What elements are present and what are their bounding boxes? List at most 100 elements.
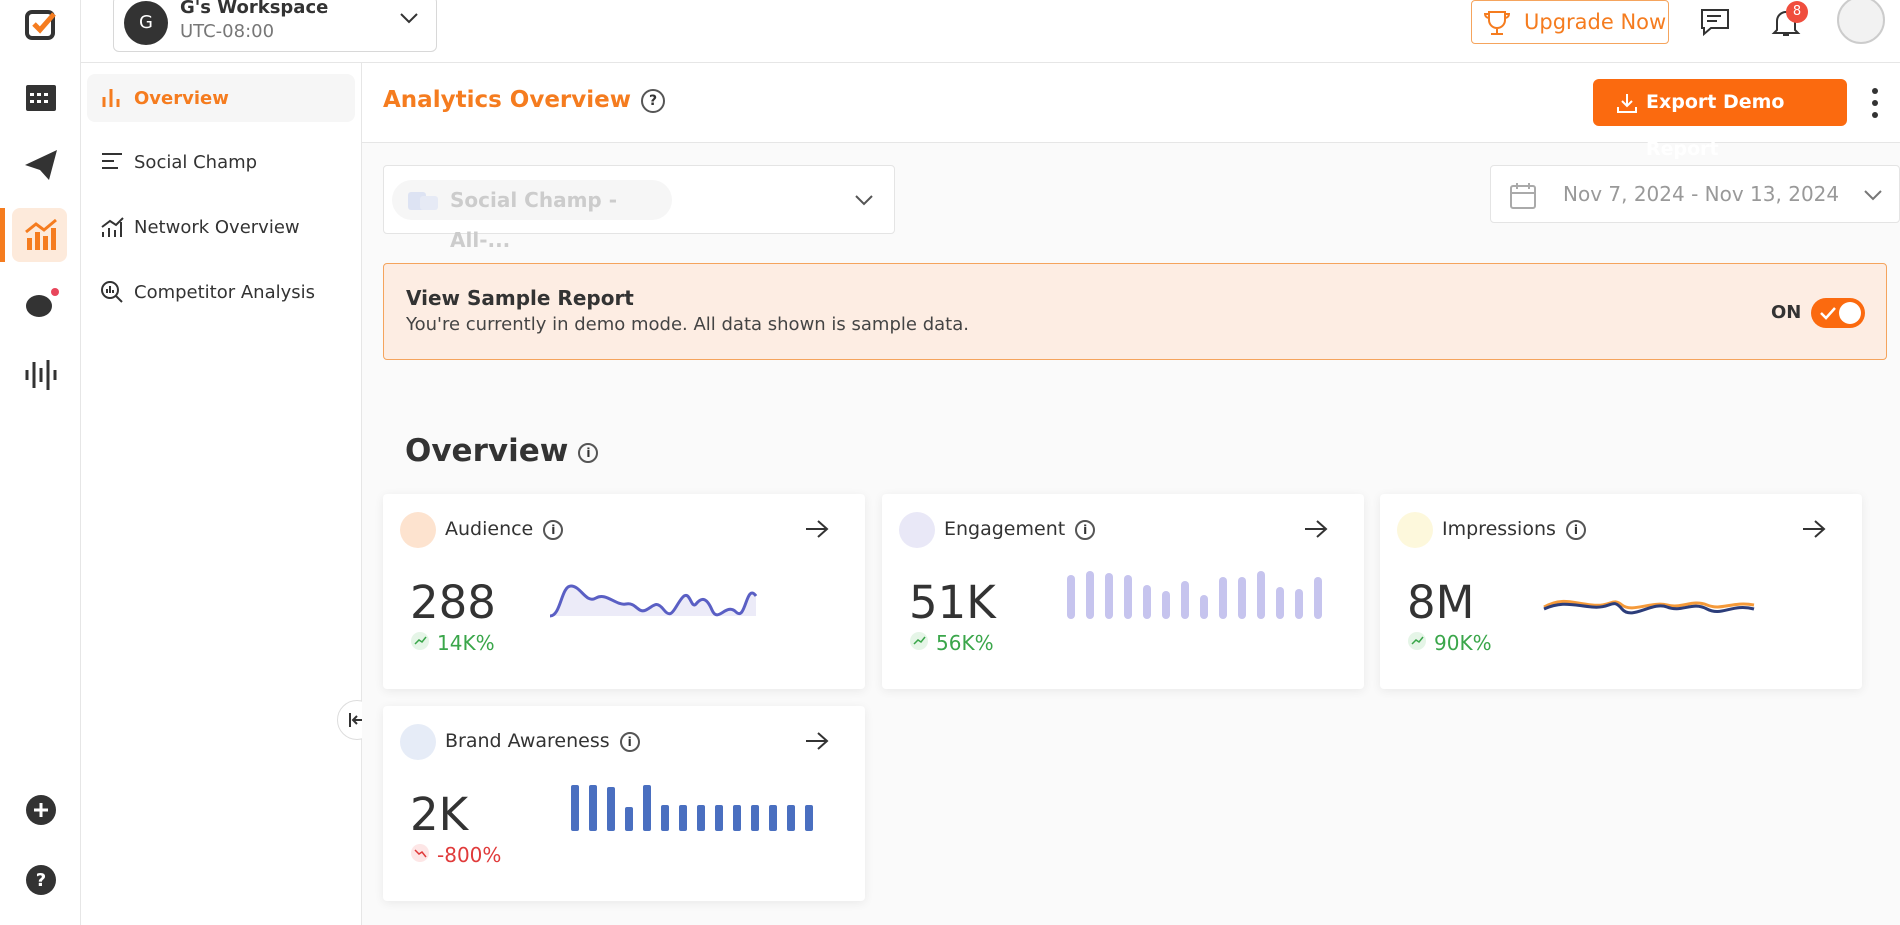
icon xyxy=(806,520,829,538)
icon xyxy=(855,195,873,206)
demo-toggle[interactable] xyxy=(1811,298,1865,328)
text: Overview xyxy=(405,433,569,469)
icon: ? xyxy=(641,88,665,113)
add-icon[interactable] xyxy=(22,791,60,829)
icon xyxy=(408,192,438,210)
icon: i xyxy=(619,731,640,752)
card-icon xyxy=(1397,512,1433,548)
text: Analytics Overview xyxy=(383,87,631,113)
account-chip: Social Champ - All-... xyxy=(392,180,672,252)
workspace-avatar: G xyxy=(124,1,168,45)
icon xyxy=(1820,302,1861,324)
banner-title: View Sample Report xyxy=(406,286,634,310)
account-selector[interactable]: Social Champ - All-... xyxy=(383,165,895,252)
icon: i xyxy=(543,519,564,540)
icon xyxy=(102,89,120,107)
nav-label: Overview xyxy=(134,87,229,109)
page-header: Analytics Overview? Export Demo Report xyxy=(362,63,1900,160)
svg-text:?: ? xyxy=(36,870,46,891)
icon: i xyxy=(1075,519,1096,540)
nav-item[interactable]: Network Overview xyxy=(87,203,355,251)
icon xyxy=(25,218,57,250)
nav-item[interactable]: Competitor Analysis xyxy=(87,268,355,316)
topbar: G G's Workspace UTC-08:00 Upgrade Now 8 xyxy=(81,0,1900,63)
card-value: 8M xyxy=(1407,576,1475,629)
icon xyxy=(1864,190,1882,201)
analytics-icon[interactable] xyxy=(12,208,67,262)
upgrade-label: Upgrade Now xyxy=(1524,10,1667,34)
logo xyxy=(25,10,56,40)
user-avatar[interactable] xyxy=(1837,0,1885,44)
icon xyxy=(1617,94,1637,113)
inbox-icon[interactable] xyxy=(22,286,60,324)
icon xyxy=(102,153,122,169)
metric-card[interactable]: Audience i 288 14K% xyxy=(383,494,865,689)
banner-text: You're currently in demo mode. All data … xyxy=(406,314,969,335)
icon-rail: ? xyxy=(0,0,81,925)
calendar-icon[interactable] xyxy=(22,78,60,116)
more-menu[interactable] xyxy=(1870,85,1880,121)
page-title: Analytics Overview? xyxy=(383,87,665,113)
card-icon xyxy=(400,724,436,760)
toggle-label: ON xyxy=(1771,302,1802,323)
nav-label: Competitor Analysis xyxy=(134,281,316,303)
metric-card[interactable]: Impressions i 8M 90K% xyxy=(1380,494,1862,689)
icon: i xyxy=(578,442,599,463)
icon xyxy=(1408,632,1426,650)
metric-card[interactable]: Brand Awareness i 2K -800% xyxy=(383,706,865,901)
nav-item[interactable]: Social Champ xyxy=(87,138,355,186)
listening-icon[interactable] xyxy=(22,356,60,394)
card-label: Brand Awareness i xyxy=(445,730,640,752)
metric-card[interactable]: Engagement i 51K 56K% xyxy=(882,494,1364,689)
sparkline xyxy=(549,584,758,618)
main-content: Analytics Overview? Export Demo Report S… xyxy=(362,63,1900,925)
card-change: -800% xyxy=(437,843,502,867)
card-icon xyxy=(400,512,436,548)
help-icon[interactable]: ? xyxy=(22,861,60,899)
account-label: Social Champ - All-... xyxy=(450,188,618,252)
text: Brand Awareness xyxy=(445,730,610,752)
icon xyxy=(101,217,124,237)
workspace-selector[interactable]: G G's Workspace UTC-08:00 xyxy=(113,0,437,52)
sparkline xyxy=(571,785,813,831)
chevron xyxy=(400,13,418,24)
card-icon xyxy=(899,512,935,548)
icon: i xyxy=(1565,519,1586,540)
card-value: 51K xyxy=(909,576,996,629)
workspace-name: G's Workspace xyxy=(180,0,329,18)
section-title: Overview i xyxy=(405,433,599,469)
icon xyxy=(1510,183,1536,209)
active-indicator xyxy=(0,208,5,262)
icon xyxy=(1305,520,1328,538)
card-change: 14K% xyxy=(437,631,495,655)
card-change: 56K% xyxy=(936,631,994,655)
export-button[interactable]: Export Demo Report xyxy=(1593,79,1847,160)
text: Engagement xyxy=(944,518,1066,540)
nav-label: Social Champ xyxy=(134,151,258,173)
notes-icon[interactable] xyxy=(1699,6,1735,40)
nav-label: Network Overview xyxy=(134,216,300,238)
notification-badge: 8 xyxy=(1786,1,1808,23)
sparkline xyxy=(1543,599,1755,615)
card-label: Impressions i xyxy=(1442,518,1586,540)
sparkline xyxy=(1067,571,1322,619)
card-label: Engagement i xyxy=(944,518,1096,540)
icon xyxy=(411,844,429,862)
date-range-label: Nov 7, 2024 - Nov 13, 2024 xyxy=(1563,182,1840,206)
icon xyxy=(101,281,123,303)
timezone: UTC-08:00 xyxy=(180,21,275,42)
text: Impressions xyxy=(1442,518,1556,540)
icon xyxy=(806,732,829,750)
sidebar: Overview Social Champ Network Overview C… xyxy=(81,63,377,925)
demo-banner: View Sample Report You're currently in d… xyxy=(383,263,1887,360)
card-change: 90K% xyxy=(1434,631,1492,655)
nav-item[interactable]: Overview xyxy=(87,74,355,122)
export-label: Export Demo Report xyxy=(1646,91,1785,160)
icon xyxy=(1483,11,1511,35)
card-label: Audience i xyxy=(445,518,564,540)
date-range-picker[interactable]: Nov 7, 2024 - Nov 13, 2024 xyxy=(1490,165,1900,223)
upgrade-button[interactable]: Upgrade Now xyxy=(1471,0,1669,44)
publish-icon[interactable] xyxy=(22,146,60,184)
card-value: 2K xyxy=(410,788,469,841)
